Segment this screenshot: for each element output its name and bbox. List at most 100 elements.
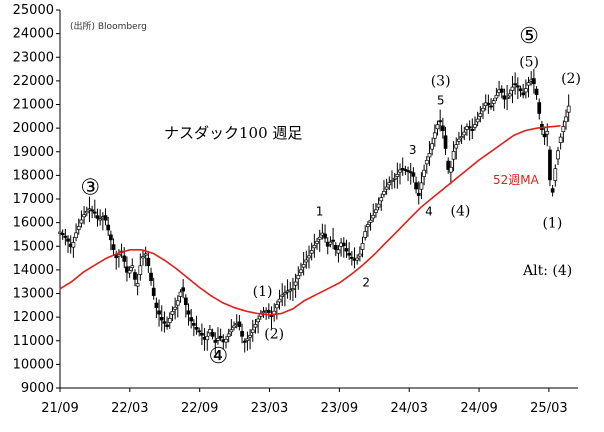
y-tick-label: 16000 [13, 216, 54, 231]
price-bar-body [467, 126, 472, 129]
price-bar-body [566, 105, 571, 113]
price-bar-body [90, 209, 94, 212]
price-bar-body [384, 186, 389, 190]
price-bar-body [449, 166, 453, 173]
price-bar-body [515, 85, 520, 88]
price-bar-body [218, 335, 223, 339]
price-bar-body [266, 310, 271, 313]
price-bar-body [333, 245, 338, 250]
label-1-small: 1 [316, 205, 324, 219]
y-tick-label: 12000 [13, 310, 54, 325]
price-bar-body [427, 153, 432, 158]
price-bar-body [167, 318, 172, 323]
label-2-small: 2 [362, 275, 370, 289]
price-bar-body [307, 255, 311, 259]
price-bar-body [315, 240, 319, 244]
price-bar-body [130, 265, 135, 268]
price-bar-body [564, 116, 568, 123]
price-bar-body [301, 264, 306, 268]
price-bar-body [451, 151, 456, 160]
x-tick-label: 21/09 [41, 401, 78, 416]
price-bar-body [475, 118, 480, 123]
y-tick-label: 18000 [13, 168, 54, 183]
label-1-paren-high: (1) [542, 215, 562, 231]
x-tick-label: 22/09 [181, 401, 218, 416]
label-5-paren: (5) [519, 55, 539, 71]
price-bar-body [545, 131, 550, 135]
wave5-circle: ⑤ [519, 24, 539, 49]
price-bar-body [328, 241, 333, 245]
price-bar-body [87, 208, 92, 211]
x-tick-label: 23/03 [251, 401, 288, 416]
price-bars [58, 68, 571, 354]
price-bar-body [138, 265, 143, 275]
price-bar-body [435, 124, 440, 130]
price-bar-body [438, 120, 443, 123]
price-bar-body [79, 219, 84, 224]
price-bar-body [454, 144, 459, 149]
price-bar-body [186, 310, 191, 315]
price-bar-body [109, 234, 113, 241]
price-bar-body [143, 253, 148, 256]
label-1-paren-low: (1) [253, 284, 273, 300]
price-bar-body [253, 324, 258, 328]
price-bar-body [462, 131, 467, 136]
price-bar-body [360, 243, 365, 250]
price-bar-body [518, 88, 523, 92]
price-bar-body [192, 323, 196, 326]
price-bar-body [76, 225, 81, 230]
price-bar-body [240, 331, 244, 337]
price-bar-body [392, 177, 397, 180]
price-bar-body [275, 304, 279, 309]
price-bar-body [408, 171, 413, 174]
label-2-paren-high: (2) [561, 71, 581, 87]
price-bar-body [395, 173, 400, 177]
price-bar-body [374, 209, 378, 213]
y-tick-label: 17000 [13, 192, 54, 207]
price-bar-body [84, 210, 89, 214]
y-tick-label: 14000 [13, 263, 54, 278]
label-4-small: 4 [425, 205, 433, 219]
price-bar-body [411, 172, 416, 177]
label-5-small: 5 [437, 94, 445, 108]
price-bar-body [296, 275, 301, 280]
price-bar-body [224, 338, 228, 343]
y-tick-label: 19000 [13, 145, 54, 160]
source-label: (出所) Bloomberg [70, 20, 147, 32]
price-bar-body [414, 182, 418, 190]
price-bar-body [510, 86, 515, 91]
price-bar-body [261, 311, 266, 314]
price-bar-body [481, 107, 485, 112]
price-bar-body [151, 287, 156, 296]
price-bar-body [208, 329, 212, 334]
price-bar-body [288, 289, 293, 292]
price-bar-body [173, 306, 177, 310]
y-tick-label: 13000 [13, 287, 54, 302]
price-bar-body [127, 269, 132, 274]
price-bar-body [505, 96, 509, 100]
price-bar-body [403, 169, 408, 172]
price-bar-body [82, 214, 86, 218]
price-bar-body [92, 211, 97, 214]
price-bar-body [424, 159, 429, 165]
price-bar-body [60, 233, 65, 236]
price-bar-body [312, 245, 317, 249]
x-tick-label: 25/03 [530, 401, 567, 416]
y-tick-label: 24000 [13, 27, 54, 42]
price-bar-body [141, 256, 145, 259]
y-tick-label: 21000 [13, 98, 54, 113]
price-bar-body [146, 257, 151, 267]
price-bar-body [390, 180, 394, 182]
price-bar-body [117, 254, 121, 257]
price-bar-body [154, 302, 159, 308]
chart-title: ナスダック100 週足 [164, 124, 302, 142]
price-bar-body [446, 160, 451, 170]
price-bar-body [194, 327, 199, 330]
moving-average-line [59, 125, 561, 316]
price-bar-body [106, 224, 111, 231]
price-bar-body [532, 78, 536, 85]
label-4-paren: (4) [451, 204, 471, 220]
x-tick-label: 23/09 [321, 401, 358, 416]
price-bar-body [63, 235, 68, 238]
price-bar-body [285, 290, 290, 293]
